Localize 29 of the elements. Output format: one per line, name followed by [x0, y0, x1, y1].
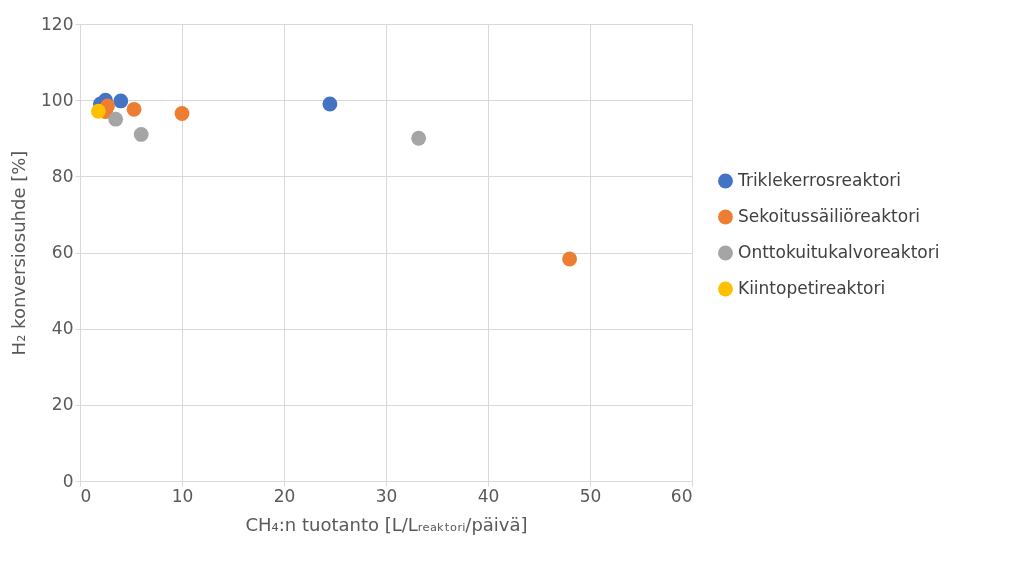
x-tick-label: 40: [477, 485, 500, 506]
point: [411, 130, 427, 146]
point: [108, 111, 124, 127]
point: [90, 103, 106, 119]
point: [174, 106, 190, 121]
point: [113, 93, 129, 109]
x-tick-label: 0: [80, 485, 92, 506]
y-tick-label: 100: [41, 89, 74, 110]
y-tick-label: 40: [51, 318, 74, 339]
y-tick-label: 0: [62, 470, 74, 491]
legend-label: Sekoitussäiliöreaktori: [738, 206, 920, 226]
point: [322, 96, 338, 112]
x-tick-label: 60: [670, 485, 693, 506]
y-tick-label: 120: [41, 13, 74, 34]
y-tick-label: 60: [51, 242, 74, 262]
legend-label: Onttokuitukalvoreaktori: [738, 242, 940, 262]
x-tick-label: 50: [579, 485, 602, 506]
legend-label: Kiintopetireaktori: [738, 278, 886, 298]
point: [126, 101, 142, 117]
point: [133, 127, 149, 142]
legend-label: Triklekerrosreaktori: [737, 170, 902, 190]
y-tick-label: 80: [51, 165, 74, 186]
y-axis-title: H₂ konversiosuhde [%]: [8, 150, 30, 356]
y-tick-label: 20: [51, 394, 74, 415]
x-tick-label: 20: [273, 485, 296, 506]
x-axis-title: CH₄:n tuotanto [L/Lᵣₑₐₖₜₒᵣᵢ/päivä]: [245, 513, 528, 535]
x-tick-label: 10: [171, 485, 194, 506]
x-tick-label: 30: [375, 485, 398, 506]
point: [562, 251, 578, 267]
